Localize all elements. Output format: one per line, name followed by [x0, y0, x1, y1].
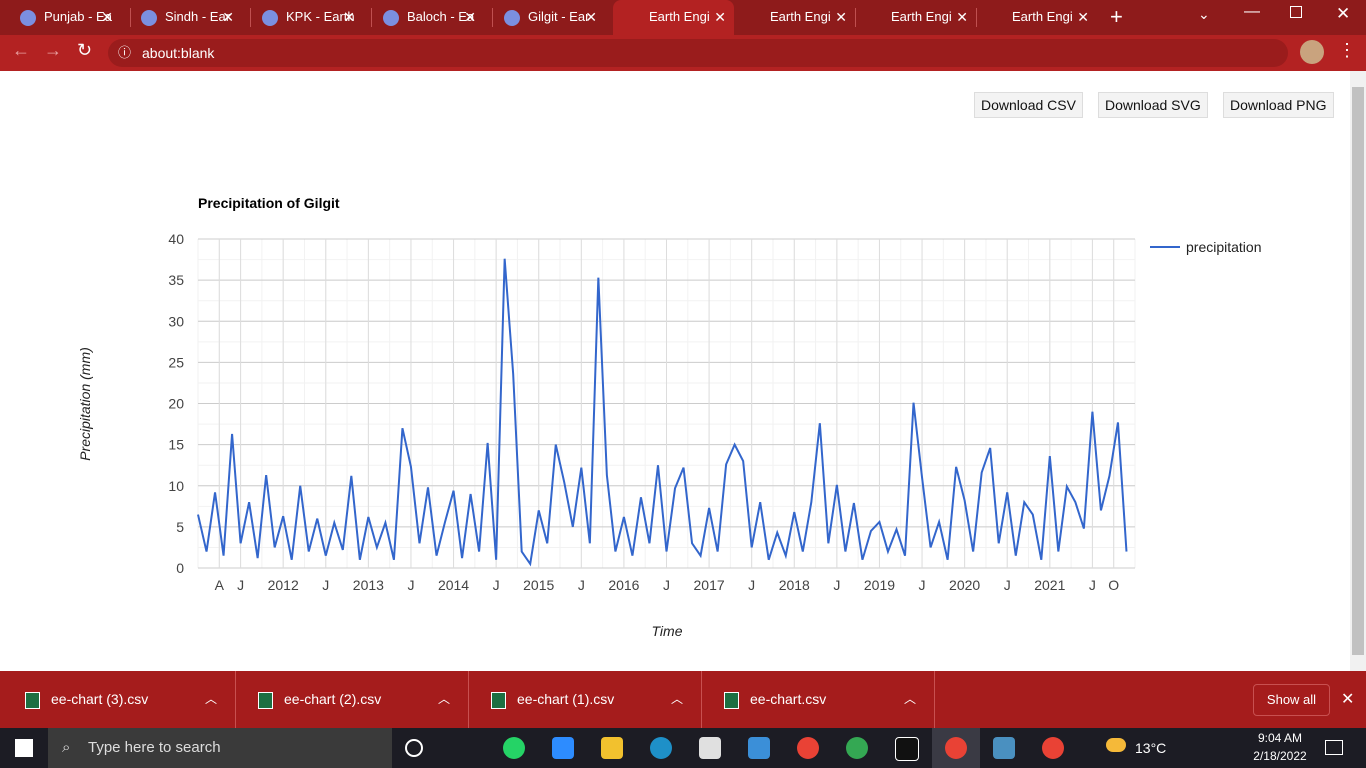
x-tick-label: J	[1004, 577, 1011, 593]
y-tick-label: 25	[168, 354, 184, 370]
x-tick-label: 2021	[1034, 577, 1065, 593]
tab[interactable]: Earth Engi ✕	[1012, 9, 1089, 25]
reload[interactable]: ↻	[77, 40, 93, 60]
notifications[interactable]	[1325, 740, 1343, 755]
restore[interactable]	[1290, 6, 1302, 18]
tab[interactable]: KPK - Earth ✕	[242, 0, 363, 35]
file-name: ee-chart.csv	[750, 691, 827, 707]
omnibox[interactable]: ⓘ about:blank	[108, 39, 1288, 67]
x-tick-label: 2020	[949, 577, 980, 593]
y-tick-label: 40	[168, 231, 184, 247]
search-placeholder: Type here to search	[88, 739, 221, 756]
x-axis-label: Time	[652, 623, 683, 639]
show-all[interactable]: Show all	[1253, 684, 1330, 716]
tab[interactable]: Sindh - Ear ✕	[121, 0, 242, 35]
chart: Precipitation of Gilgit Time Precipitati…	[77, 195, 1262, 639]
download-button[interactable]: Download PNG	[1223, 92, 1334, 118]
tab-title: Punjab - Ea	[44, 9, 112, 24]
x-tick-label: 2018	[779, 577, 810, 593]
close[interactable]: ✕	[1336, 4, 1351, 23]
tab-search[interactable]: ⌄	[1198, 6, 1210, 22]
x-tick-label: J	[407, 577, 414, 593]
url: about:blank	[142, 45, 215, 61]
download-button[interactable]: Download CSV	[974, 92, 1083, 118]
tab[interactable]: Punjab - Ea ✕	[0, 0, 121, 35]
y-tick-label: 0	[176, 560, 184, 576]
chart-title: Precipitation of Gilgit	[198, 195, 340, 211]
tab-title: Sindh - Ear	[165, 9, 231, 24]
new-tab[interactable]: +	[1110, 4, 1123, 29]
tab-title: KPK - Earth	[286, 9, 355, 24]
x-tick-label: A	[215, 577, 225, 593]
x-tick-label: J	[1089, 577, 1096, 593]
x-tick-label: 2014	[438, 577, 469, 593]
x-tick-label: J	[663, 577, 670, 593]
y-tick-label: 30	[168, 313, 184, 329]
tab[interactable]: Gilgit - Ear ✕	[484, 0, 605, 35]
x-tick-label: 2012	[268, 577, 299, 593]
download-item[interactable]: ee-chart (1).csv ︿	[469, 671, 702, 728]
search-box[interactable]: ⌕ Type here to search	[48, 728, 392, 768]
x-tick-label: J	[322, 577, 329, 593]
x-tick-label: J	[578, 577, 585, 593]
downloads-bar: ee-chart (3).csv ︿ ee-chart (2).csv ︿ ee-c…	[0, 671, 1366, 728]
close-downloads[interactable]: ✕	[1341, 691, 1355, 708]
file-name: ee-chart (1).csv	[517, 691, 615, 707]
download-item[interactable]: ee-chart (3).csv ︿	[3, 671, 236, 728]
tab-title: Baloch - Ea	[407, 9, 475, 24]
tab[interactable]: Baloch - Ea ✕	[363, 0, 484, 35]
tab-title: Earth Engi	[1012, 9, 1073, 24]
x-tick-label: 2017	[694, 577, 725, 593]
tab[interactable]: Earth Engi ✕	[613, 0, 734, 35]
tab-title: Earth Engi	[891, 9, 952, 24]
forward[interactable]: →	[44, 40, 62, 60]
minimize[interactable]: —	[1244, 3, 1260, 20]
tab-title: Earth Engi	[649, 9, 710, 24]
profile[interactable]	[1300, 40, 1324, 64]
legend-label: precipitation	[1186, 239, 1262, 255]
page-content: Download CSV Download SVG Download PNG P…	[0, 71, 1350, 671]
tab-title: Earth Engi	[770, 9, 831, 24]
x-tick-label: J	[748, 577, 755, 593]
file-name: ee-chart (3).csv	[51, 691, 149, 707]
tab-bar: Punjab - Ea ✕ Sindh - Ear ✕ KPK - Earth ✕ B…	[0, 0, 1366, 35]
file-name: ee-chart (2).csv	[284, 691, 382, 707]
line-series	[197, 258, 1128, 567]
x-tick-label: J	[493, 577, 500, 593]
x-tick-label: J	[919, 577, 926, 593]
y-tick-label: 20	[168, 396, 184, 412]
address-bar: ← → ↻ ⓘ about:blank ⋮	[0, 35, 1366, 71]
tab[interactable]: Earth Engi ✕	[770, 9, 847, 25]
y-tick-label: 10	[168, 478, 184, 494]
y-axis-label: Precipitation (mm)	[77, 347, 93, 461]
x-tick-label: J	[237, 577, 244, 593]
time: 9:04 AM	[1257, 731, 1303, 745]
back[interactable]: ←	[12, 40, 30, 60]
x-tick-label: 2015	[523, 577, 554, 593]
start[interactable]	[15, 739, 33, 757]
date: 2/18/2022	[1253, 749, 1307, 763]
x-tick-label: J	[833, 577, 840, 593]
x-tick-label: 2016	[608, 577, 639, 593]
x-tick-label: O	[1108, 577, 1119, 593]
tab[interactable]: Earth Engi ✕	[891, 9, 968, 25]
tab-title: Gilgit - Ear	[528, 9, 590, 24]
download-item[interactable]: ee-chart (2).csv ︿	[236, 671, 469, 728]
download-button[interactable]: Download SVG	[1098, 92, 1208, 118]
download-item[interactable]: ee-chart.csv ︿	[702, 671, 935, 728]
y-tick-label: 15	[168, 437, 184, 453]
x-tick-label: 2013	[353, 577, 384, 593]
y-tick-label: 35	[168, 272, 184, 288]
x-tick-label: 2019	[864, 577, 895, 593]
scrollbar[interactable]	[1350, 71, 1366, 671]
weather[interactable]: 13°C	[1135, 740, 1167, 756]
y-tick-label: 5	[176, 519, 184, 535]
menu[interactable]: ⋮	[1338, 40, 1356, 60]
taskbar: ⌕ Type here to search 13°C 9:04 AM 2/18/2…	[0, 728, 1366, 768]
